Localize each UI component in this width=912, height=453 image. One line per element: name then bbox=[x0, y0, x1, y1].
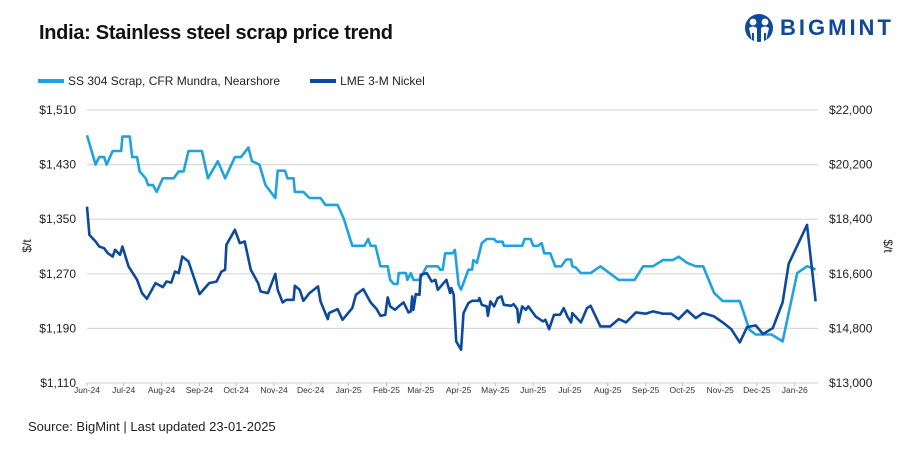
x-axis-ticks: Jun-24 Jul-24 Aug-24 Sep-24 Oct-24 Nov-24 Dec-… bbox=[74, 383, 808, 395]
left-tick-label: $1,270 bbox=[39, 267, 76, 281]
bigmint-person-logo-icon bbox=[745, 14, 773, 42]
x-tick-label: Feb-25 bbox=[373, 385, 400, 395]
x-tick-label: Nov-24 bbox=[260, 385, 288, 395]
x-tick-label: Mar-25 bbox=[407, 385, 434, 395]
x-tick-label: Oct-25 bbox=[670, 385, 696, 395]
left-axis-ticks: $1,110 $1,190 $1,270 $1,350 $1,430 $1,510 bbox=[39, 103, 76, 390]
chart-title: India: Stainless steel scrap price trend bbox=[39, 22, 393, 44]
legend-item-ss304[interactable]: SS 304 Scrap, CFR Mundra, Nearshore bbox=[38, 74, 280, 88]
left-tick-label: $1,510 bbox=[39, 103, 76, 117]
x-tick-label: Nov-25 bbox=[707, 385, 735, 395]
x-tick-label: Aug-25 bbox=[594, 385, 622, 395]
right-tick-label: $14,800 bbox=[829, 321, 873, 335]
right-axis-ticks: $13,000 $14,800 $16,600 $18,400 $20,200 $22,0… bbox=[829, 103, 873, 390]
left-tick-label: $1,350 bbox=[39, 212, 76, 226]
x-tick-label: Sep-24 bbox=[186, 385, 214, 395]
right-axis-label: $/t bbox=[881, 239, 895, 253]
series-line-ss304 bbox=[85, 134, 817, 343]
x-tick-label: Jan-25 bbox=[336, 385, 362, 395]
x-tick-label: Sep-25 bbox=[632, 385, 660, 395]
right-tick-label: $16,600 bbox=[829, 267, 873, 281]
left-tick-label: $1,190 bbox=[39, 321, 76, 335]
series-line-nickel bbox=[85, 206, 817, 351]
x-tick-label: Dec-24 bbox=[297, 385, 325, 395]
legend-swatch-nickel bbox=[310, 79, 337, 83]
legend-swatch-ss304 bbox=[38, 79, 64, 83]
left-tick-label: $1,430 bbox=[39, 158, 76, 172]
bigmint-logo: BIGMINT bbox=[744, 12, 894, 44]
right-tick-label: $18,400 bbox=[829, 212, 873, 226]
x-tick-label: May-25 bbox=[481, 385, 510, 395]
source-note: Source: BigMint | Last updated 23-01-202… bbox=[28, 419, 276, 434]
right-tick-label: $22,000 bbox=[829, 103, 873, 117]
x-tick-label: Jun-25 bbox=[520, 385, 546, 395]
x-tick-label: Jul-25 bbox=[558, 385, 581, 395]
left-axis-label: $/t bbox=[20, 239, 34, 253]
right-tick-label: $20,200 bbox=[829, 158, 873, 172]
gridlines bbox=[87, 109, 818, 384]
x-tick-label: Dec-25 bbox=[743, 385, 771, 395]
x-tick-label: Apr-25 bbox=[446, 385, 472, 395]
series-lines bbox=[85, 134, 817, 351]
left-tick-label: $1,110 bbox=[40, 376, 76, 390]
x-tick-label: Aug-24 bbox=[148, 385, 176, 395]
chart-legend: SS 304 Scrap, CFR Mundra, Nearshore LME … bbox=[38, 74, 455, 88]
x-tick-label: Jul-24 bbox=[112, 385, 135, 395]
legend-item-nickel[interactable]: LME 3-M Nickel bbox=[310, 74, 425, 88]
right-tick-label: $13,000 bbox=[829, 376, 873, 390]
x-tick-label: Oct-24 bbox=[223, 385, 249, 395]
x-tick-label: Jan-26 bbox=[782, 385, 808, 395]
legend-label-ss304: SS 304 Scrap, CFR Mundra, Nearshore bbox=[68, 74, 281, 88]
legend-label-nickel: LME 3-M Nickel bbox=[340, 74, 425, 88]
logo-text: BIGMINT bbox=[780, 15, 894, 40]
x-tick-label: Jun-24 bbox=[74, 385, 100, 395]
